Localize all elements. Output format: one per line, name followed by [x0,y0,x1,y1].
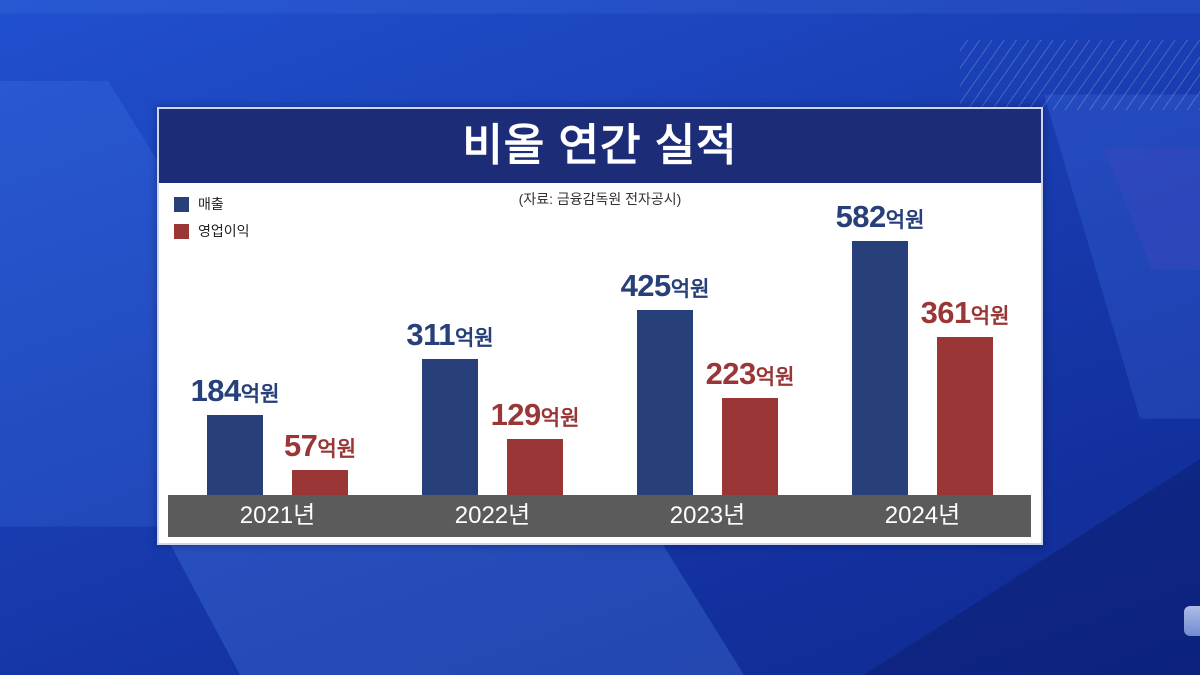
operating-profit-bar-2024 [937,337,993,495]
value-unit: 억원 [885,209,925,232]
revenue-bar-2022 [422,359,478,495]
revenue-value-label-2023: 425억원 [621,270,710,301]
legend-item-revenue: 매출 [174,196,224,212]
value-number: 184 [190,372,242,408]
value-unit: 억원 [240,382,280,406]
value-number: 425 [620,267,672,303]
value-unit: 억원 [670,277,710,301]
revenue-bar-2024 [852,241,908,495]
revenue-value-label-2024: 582억원 [836,201,925,232]
value-unit: 억원 [970,305,1010,329]
value-unit: 억원 [755,365,795,389]
revenue-value-label-2022: 311억원 [406,319,493,350]
operating-profit-bar-2023 [722,397,778,495]
x-axis-bar [168,495,1031,537]
value-number: 311 [406,317,455,353]
x-tick-label-2023: 2023년 [669,502,746,529]
value-number: 582 [835,199,887,234]
revenue-value-label-2021: 184억원 [191,375,280,406]
title-bar: 비올 연간 실적 [159,109,1041,183]
value-number: 129 [490,396,542,432]
x-tick-label-2021: 2021년 [239,502,316,529]
operating-profit-value-label-2023: 223억원 [706,358,795,389]
source-note: (자료: 금융감독원 전자공시) [518,191,682,207]
legend-label-operating-profit: 영업이익 [198,223,250,239]
operating-profit-value-label-2024: 361억원 [921,297,1010,328]
operating-profit-value-label-2021: 57억원 [284,430,356,461]
value-unit: 억원 [317,438,357,462]
x-tick-label-2022: 2022년 [454,502,531,529]
decorative-cylinder-icon [1184,606,1200,636]
revenue-bar-2021 [207,414,263,495]
legend-label-revenue: 매출 [198,196,224,212]
chart-panel: 비올 연간 실적 (자료: 금융감독원 전자공시) 매출 영업이익 184억원 5… [157,107,1043,545]
x-tick-label-2024: 2024년 [884,502,961,529]
value-unit: 억원 [454,327,494,351]
legend-item-operating-profit: 영업이익 [174,223,250,239]
value-number: 57 [283,428,318,464]
operating-profit-bar-2022 [507,438,563,495]
value-unit: 억원 [540,406,580,430]
chart-title: 비올 연간 실적 [462,121,738,170]
value-number: 223 [705,355,757,391]
legend-swatch-revenue [174,196,189,212]
value-number: 361 [920,295,972,331]
background-line-pattern [960,40,1200,110]
legend-swatch-operating-profit [174,223,189,239]
operating-profit-bar-2021 [292,470,348,495]
operating-profit-value-label-2022: 129억원 [491,399,580,430]
revenue-bar-2023 [637,309,693,495]
